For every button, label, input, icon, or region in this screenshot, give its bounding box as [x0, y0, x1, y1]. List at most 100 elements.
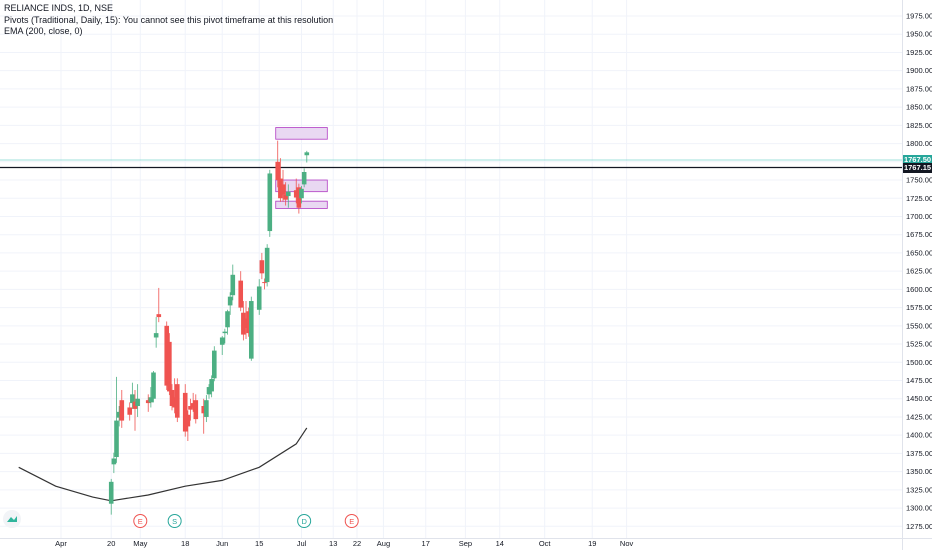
y-tick-label: 1625.00: [906, 267, 932, 276]
candle-body: [119, 400, 125, 421]
candle-body: [211, 350, 217, 379]
event-marker-label: S: [172, 517, 177, 526]
candle: [132, 389, 138, 431]
candle: [185, 410, 191, 442]
symbol-title[interactable]: RELIANCE INDS, 1D, NSE: [4, 3, 114, 13]
candle: [169, 384, 175, 411]
candle-body: [204, 400, 209, 417]
ema-indicator-label[interactable]: EMA (200, close, 0): [4, 26, 83, 36]
candle-body: [182, 392, 188, 432]
candle: [304, 150, 310, 163]
candle-body: [225, 311, 230, 328]
candle-body: [230, 274, 236, 296]
candle: [114, 376, 119, 463]
candle: [283, 182, 288, 206]
x-tick-label: Apr: [55, 539, 67, 548]
candle-body: [190, 403, 196, 408]
candle: [182, 384, 188, 437]
candle: [238, 271, 244, 312]
candle: [190, 392, 196, 412]
candle-body: [172, 397, 177, 408]
candle-body: [116, 411, 122, 418]
candle-body: [283, 194, 288, 200]
candle: [167, 333, 172, 396]
tradingview-logo-icon[interactable]: [3, 510, 21, 528]
candle: [172, 378, 177, 414]
x-tick-label: Aug: [377, 539, 390, 548]
price-lines[interactable]: [0, 159, 902, 169]
candle: [151, 371, 156, 403]
candle-body: [188, 406, 193, 410]
event-marker-dividend: [297, 514, 312, 528]
price-axis[interactable]: 1975.00 1950.00 1925.00 1900.00 1875.00 1850.…: [906, 12, 932, 531]
candle-body: [108, 481, 114, 504]
candle-body: [132, 401, 138, 409]
event-marker-label: E: [349, 517, 354, 526]
candle-body: [296, 187, 302, 208]
candle: [119, 389, 125, 428]
x-tick-label: 15: [255, 539, 263, 548]
candle: [130, 382, 135, 409]
y-tick-label: 1375.00: [906, 449, 932, 458]
y-tick-label: 1975.00: [906, 12, 932, 21]
pivots-indicator-label[interactable]: Pivots (Traditional, Daily, 15): You can…: [4, 14, 334, 25]
candlestick-series: [108, 140, 310, 515]
candle: [264, 244, 270, 287]
candle: [225, 309, 230, 335]
candle-body: [169, 389, 175, 407]
y-tick-label: 1575.00: [906, 303, 932, 312]
x-tick-label: 18: [181, 539, 189, 548]
candle: [188, 398, 193, 421]
candle: [267, 169, 273, 237]
candle: [127, 402, 133, 421]
x-tick-label: 19: [588, 539, 596, 548]
x-tick-label: Jul: [297, 539, 307, 548]
event-marker-earnings: [133, 514, 148, 528]
candle-body: [248, 301, 254, 359]
event-marker-label: D: [301, 517, 307, 526]
event-marker-label: E: [138, 517, 143, 526]
candle-body: [222, 331, 228, 334]
time-axis[interactable]: Apr 20 May 18 Jun 15 Jul 13 22 Aug 17 Sep 14 Oct 19 Nov: [55, 539, 633, 548]
y-tick-label: 1800.00: [906, 139, 932, 148]
y-tick-label: 1400.00: [906, 431, 932, 440]
candle: [296, 183, 302, 214]
candle-body: [151, 372, 156, 399]
candle-body: [275, 161, 281, 181]
candle: [209, 375, 214, 398]
candle: [259, 252, 265, 280]
candle-body: [209, 379, 214, 392]
candle-body: [174, 384, 180, 418]
candle-body: [267, 173, 273, 232]
candle-body: [156, 314, 162, 318]
y-tick-label: 1825.00: [906, 121, 932, 130]
candle-body: [301, 172, 307, 185]
candle-body: [227, 296, 233, 306]
y-tick-label: 1700.00: [906, 212, 932, 221]
y-tick-label: 1850.00: [906, 103, 932, 112]
hline-price-tag[interactable]: 1767.15: [903, 162, 932, 173]
x-tick-label: Jun: [216, 539, 228, 548]
pivot-zone: [275, 127, 328, 140]
y-tick-label: 1425.00: [906, 412, 932, 421]
candle: [293, 178, 299, 204]
ema-line: [18, 427, 308, 502]
candle-body: [246, 311, 251, 334]
candle: [285, 184, 291, 208]
event-marker-split: [167, 514, 182, 528]
x-tick-label: Nov: [620, 539, 634, 548]
y-tick-label: 1475.00: [906, 376, 932, 385]
x-tick-label: 17: [422, 539, 430, 548]
candle-body: [262, 282, 267, 284]
y-tick-label: 1950.00: [906, 30, 932, 39]
candle-body: [256, 286, 262, 310]
candle: [219, 336, 225, 355]
candle: [222, 328, 228, 344]
x-tick-label: Oct: [539, 539, 552, 548]
candle-body: [219, 337, 225, 345]
chart-legend: RELIANCE INDS, 1D, NSE Pivots (Tradition…: [4, 3, 333, 38]
candle: [256, 279, 262, 315]
